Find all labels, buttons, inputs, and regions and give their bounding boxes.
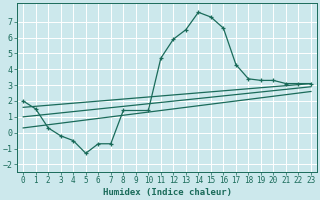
X-axis label: Humidex (Indice chaleur): Humidex (Indice chaleur): [103, 188, 232, 197]
